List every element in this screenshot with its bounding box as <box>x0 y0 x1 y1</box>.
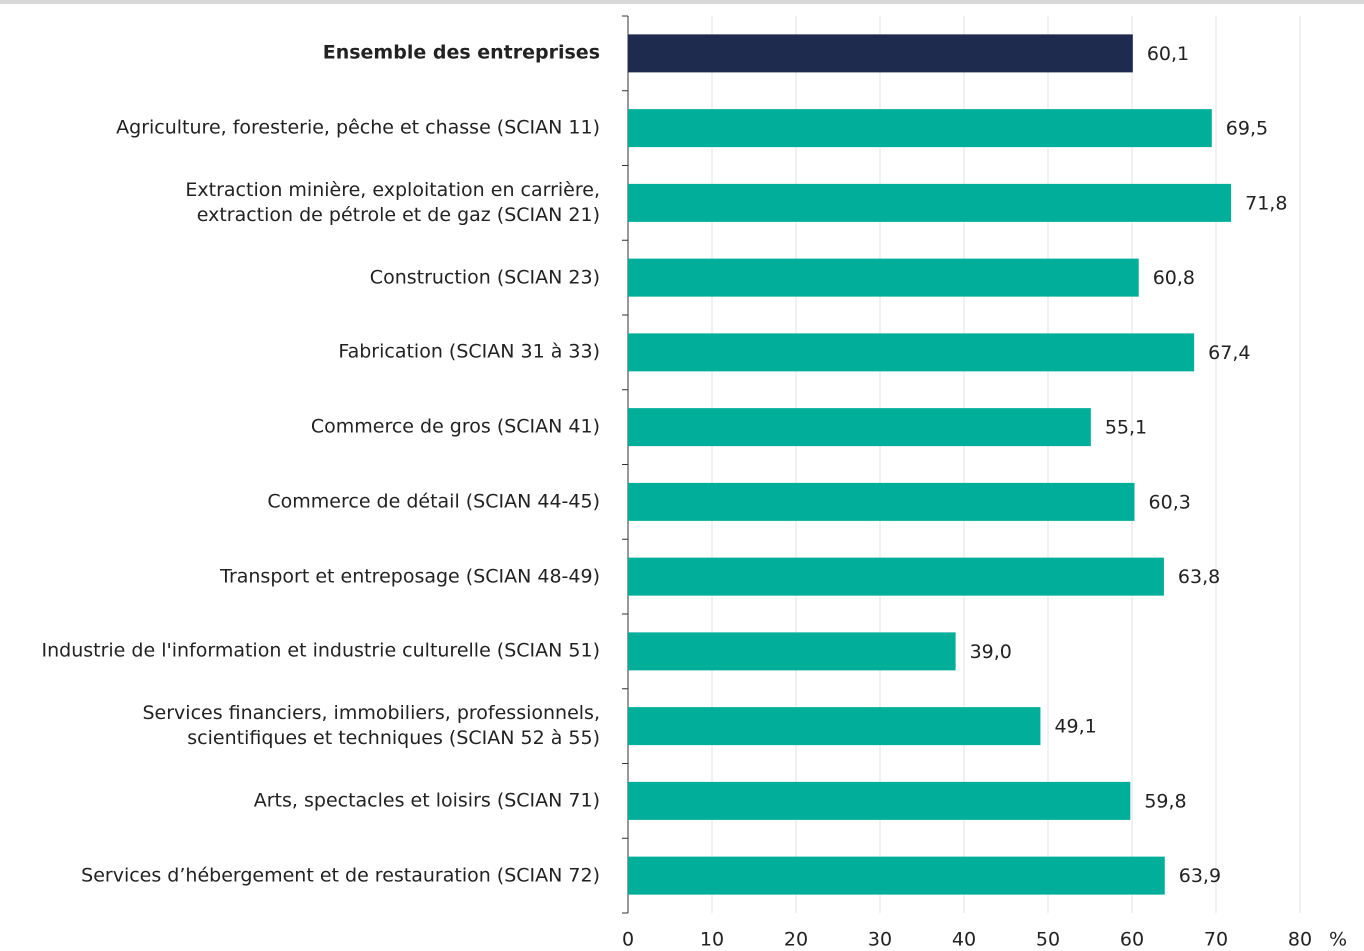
category-label: Arts, spectacles et loisirs (SCIAN 71) <box>253 789 600 812</box>
x-tick-label: 30 <box>868 929 892 951</box>
category-label: Agriculture, foresterie, pêche et chasse… <box>116 116 600 139</box>
value-label: 59,8 <box>1144 790 1186 812</box>
value-label: 63,9 <box>1179 865 1221 887</box>
value-label: 55,1 <box>1105 417 1147 439</box>
value-label: 69,5 <box>1226 118 1268 140</box>
x-tick-label: 80 <box>1288 929 1312 951</box>
category-label: Ensemble des entreprises <box>322 41 600 64</box>
category-label: Commerce de détail (SCIAN 44-45) <box>267 490 600 513</box>
value-label: 60,1 <box>1147 43 1189 65</box>
value-label: 60,3 <box>1149 491 1191 513</box>
top-border <box>0 0 1364 4</box>
bar <box>628 333 1195 372</box>
category-label: Transport et entreposage (SCIAN 48-49) <box>220 565 600 588</box>
bar <box>628 707 1041 746</box>
category-label: Commerce de gros (SCIAN 41) <box>310 415 600 438</box>
x-tick-label: 20 <box>784 929 808 951</box>
x-axis-unit: % <box>1329 929 1347 951</box>
value-label: 49,1 <box>1054 716 1096 738</box>
value-label: 71,8 <box>1245 192 1287 214</box>
bar <box>628 183 1232 222</box>
category-label: Fabrication (SCIAN 31 à 33) <box>338 340 600 363</box>
bar <box>628 258 1139 297</box>
category-label: Services financiers, immobiliers, profes… <box>142 702 600 750</box>
bar <box>628 408 1091 447</box>
value-label: 60,8 <box>1153 267 1195 289</box>
value-label: 39,0 <box>970 641 1012 663</box>
bar <box>628 781 1131 820</box>
bar <box>628 109 1212 148</box>
x-tick-label: 70 <box>1204 929 1228 951</box>
x-tick-label: 40 <box>952 929 976 951</box>
category-label: Extraction minière, exploitation en carr… <box>185 178 600 226</box>
category-label: Construction (SCIAN 23) <box>369 266 600 289</box>
value-label: 67,4 <box>1208 342 1250 364</box>
x-tick-label: 50 <box>1036 929 1060 951</box>
x-tick-label: 10 <box>700 929 724 951</box>
category-label: Services d’hébergement et de restauratio… <box>81 864 600 887</box>
bar <box>628 632 956 671</box>
bar <box>628 856 1165 895</box>
bar <box>628 557 1164 596</box>
value-label: 63,8 <box>1178 566 1220 588</box>
x-tick-label: 0 <box>622 929 634 951</box>
category-label: Industrie de l'information et industrie … <box>41 639 601 662</box>
bar <box>628 34 1133 73</box>
x-tick-label: 60 <box>1120 929 1144 951</box>
bar <box>628 482 1135 521</box>
